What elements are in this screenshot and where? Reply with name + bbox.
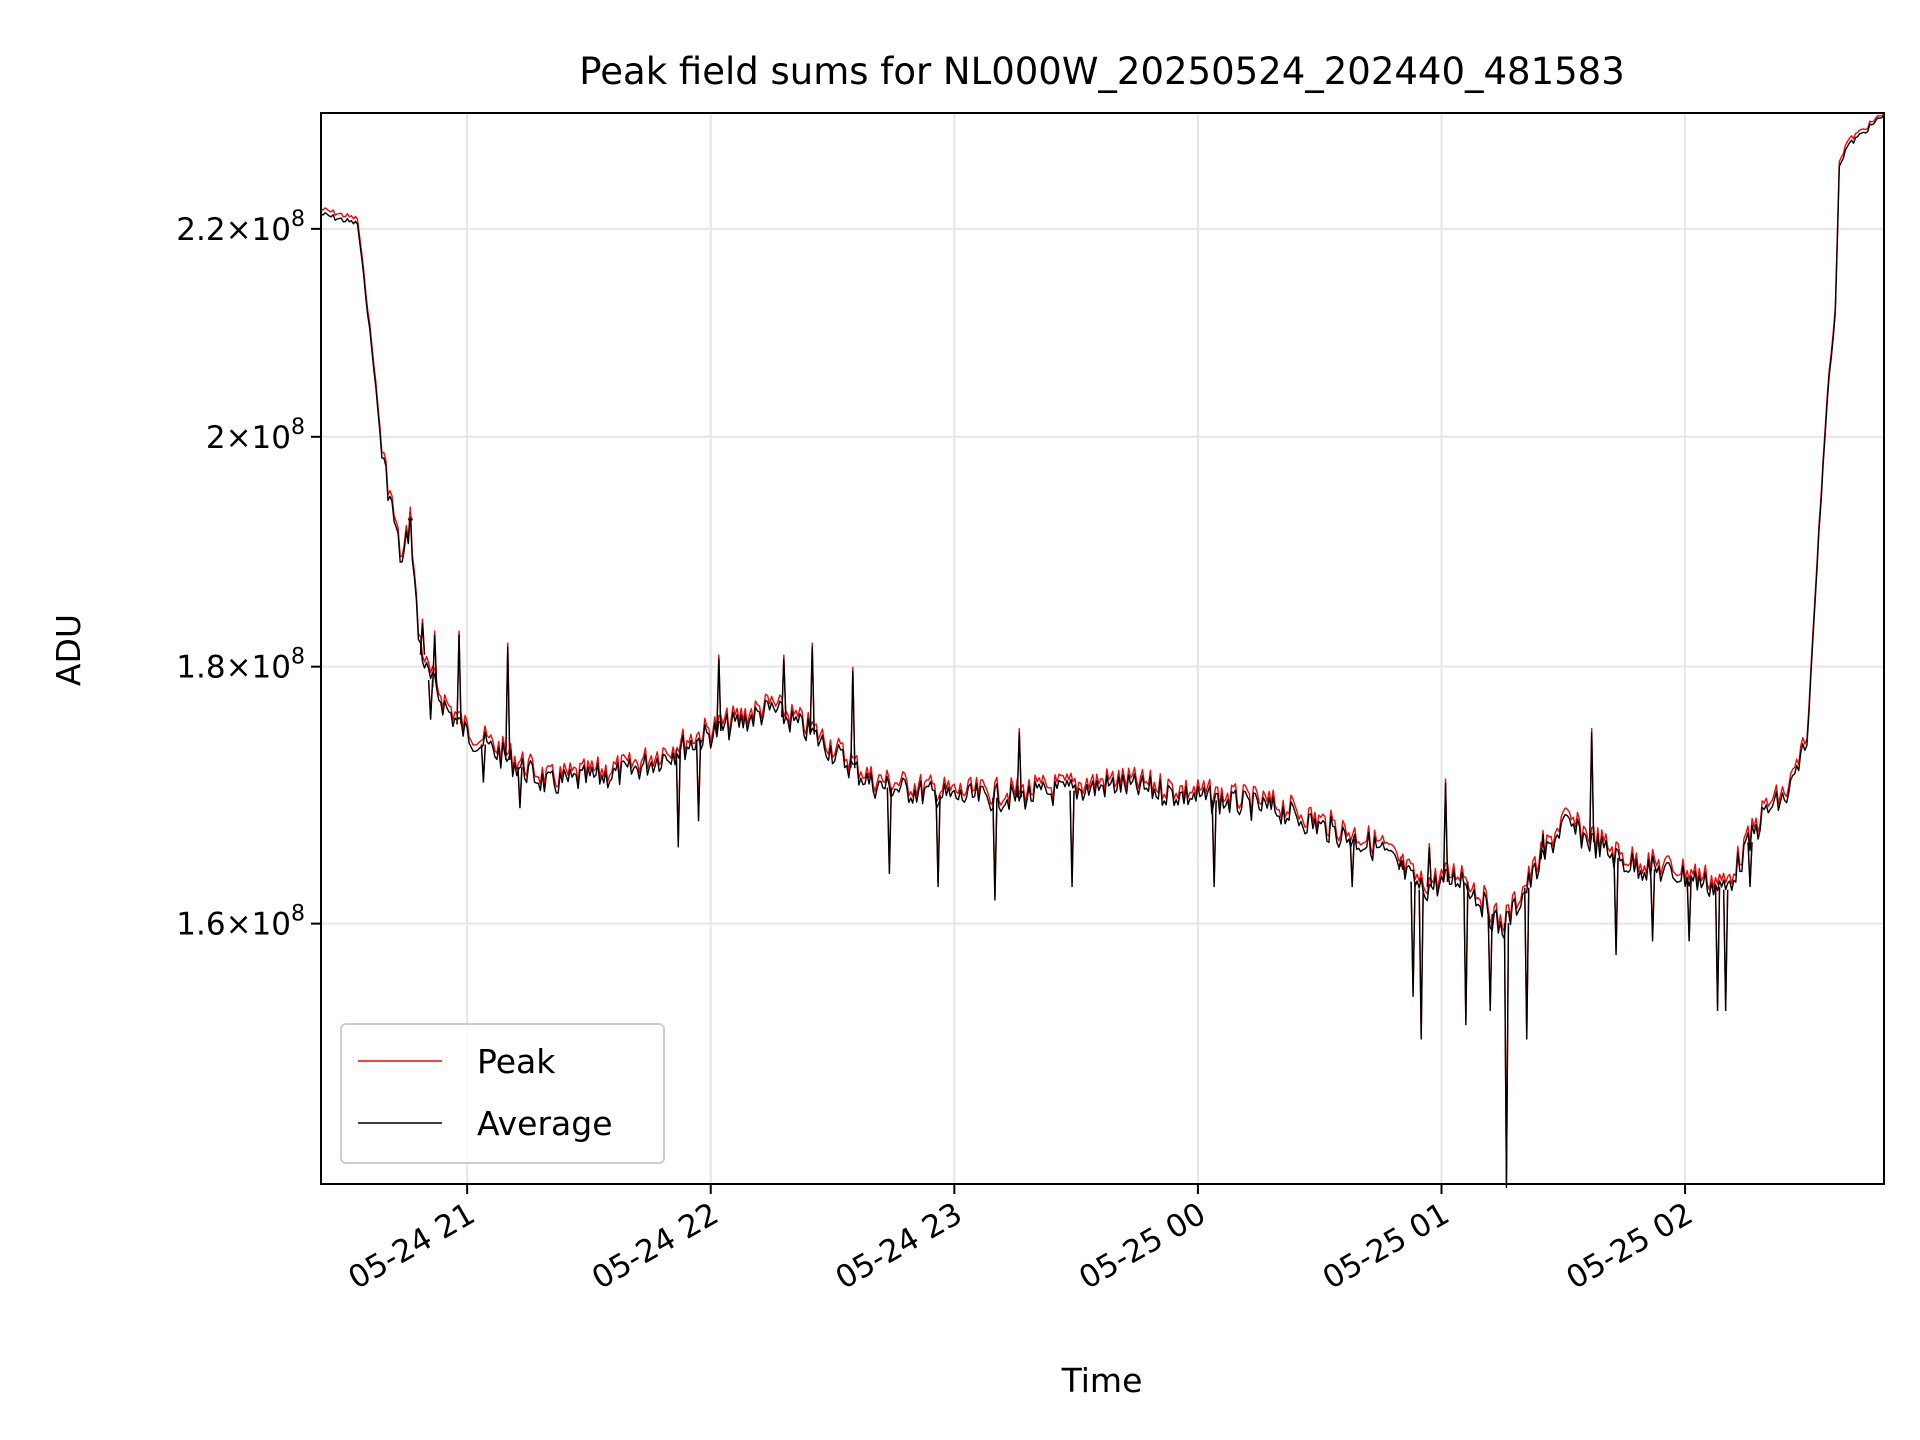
spike-mark-average: [716, 658, 722, 732]
spike-mark-average: [480, 744, 487, 783]
y-tick-exponent: 8: [291, 207, 305, 232]
spike-mark-average: [1426, 847, 1433, 888]
spike-mark-average: [1463, 881, 1469, 1026]
spike-mark-average: [1649, 869, 1656, 942]
legend-average-label: Average: [477, 1104, 613, 1143]
y-tick-base: 10: [252, 650, 291, 686]
spike-mark-average: [1503, 923, 1510, 1189]
grid: [321, 113, 1884, 1184]
y-tick-base: 10: [252, 212, 291, 248]
spike-mark-average: [427, 680, 434, 720]
spike-mark-average: [1410, 881, 1416, 997]
spike-mark-average: [781, 658, 787, 718]
spike-mark-average: [695, 739, 702, 822]
spike-mark-average: [850, 670, 856, 769]
spike-mark-average: [419, 622, 426, 655]
y-tick-base: 10: [252, 420, 291, 456]
spike-mark-average: [1349, 838, 1355, 888]
spike-mark-average: [1069, 790, 1075, 888]
y-tick-base: 10: [252, 907, 291, 943]
y-tick-exponent: 8: [291, 902, 305, 927]
y-axis-label: ADU: [49, 614, 88, 686]
spike-mark-average: [505, 646, 511, 760]
plot-frame: [320, 112, 1885, 1185]
y-tick-mantissa: 2.2: [176, 212, 225, 248]
y-tick-times: ×: [226, 420, 252, 456]
y-tick-label: 1.8×108: [176, 645, 305, 686]
y-tick-mantissa: 1.6: [176, 907, 225, 943]
spike-mark-average: [1722, 889, 1729, 1012]
y-tick-label: 2.2×108: [176, 207, 305, 248]
y-tick-label: 2×108: [206, 415, 305, 456]
x-axis-label: Time: [1061, 1361, 1143, 1400]
spike-mark-average: [1613, 857, 1619, 956]
spike-mark-average: [456, 634, 462, 725]
y-tick-times: ×: [226, 650, 252, 686]
spike-mark-average: [1398, 860, 1404, 870]
y-tick-mantissa: 1.8: [176, 650, 225, 686]
spike-mark-average: [992, 797, 998, 901]
spike-mark-average: [809, 646, 815, 735]
series-line-peak: [320, 113, 1885, 933]
spike-mark-average: [935, 795, 941, 888]
spike-mark-average: [517, 767, 523, 809]
spike-mark-average: [407, 517, 413, 521]
y-tick-exponent: 8: [291, 645, 305, 670]
spike-mark-average: [1686, 877, 1692, 942]
spike-mark-average: [1487, 914, 1493, 1012]
spike-mark-average: [675, 749, 681, 848]
chart-title: Peak field sums for NL000W_20250524_2024…: [579, 50, 1624, 93]
spike-mark-average: [1540, 834, 1546, 860]
spike-mark-average: [1418, 889, 1424, 1040]
spike-mark-average: [1211, 800, 1217, 888]
spike-mark-peak: [407, 512, 413, 521]
y-tick-times: ×: [226, 907, 252, 943]
spike-mark-average: [431, 634, 438, 688]
spike-mark-average: [1747, 842, 1753, 888]
plot-lines: [320, 113, 1885, 940]
series-line-average: [320, 114, 1885, 940]
spike-mark-average: [1714, 887, 1721, 1012]
spike-mark-average: [886, 787, 893, 874]
legend-box: [340, 1023, 665, 1164]
y-tick-exponent: 8: [291, 415, 305, 440]
spike-mark-average: [1016, 732, 1022, 798]
legend-peak-label: Peak: [477, 1042, 556, 1081]
spike-mark-average: [1588, 732, 1595, 843]
y-tick-times: ×: [226, 212, 252, 248]
legend: Peak Average: [340, 1023, 665, 1164]
y-tick-mantissa: 2: [206, 420, 226, 456]
y-tick-label: 1.6×108: [176, 902, 305, 943]
spike-lines: [407, 512, 1753, 1189]
spike-mark-average: [1442, 782, 1449, 882]
spike-mark-average: [1524, 887, 1530, 1040]
